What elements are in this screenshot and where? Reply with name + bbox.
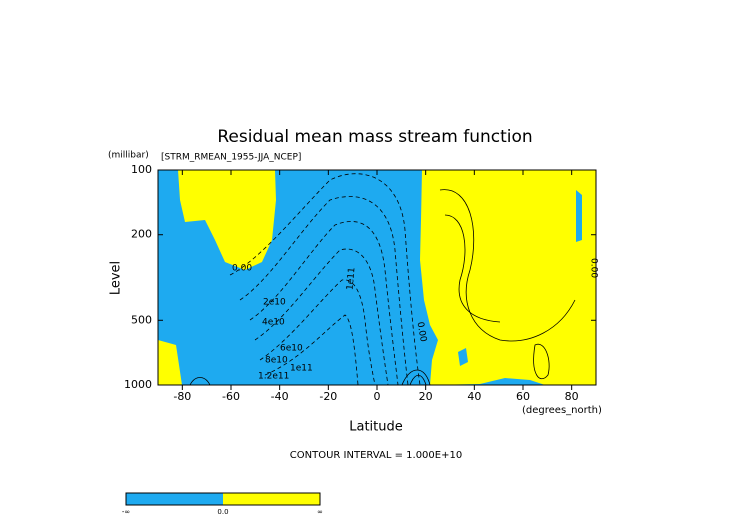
contour-label: 1e11 bbox=[290, 364, 313, 374]
contour-label: 0.00 bbox=[589, 258, 599, 278]
y-units: (millibar) bbox=[108, 151, 149, 161]
x-tick-label: -20 bbox=[319, 390, 337, 403]
positive-regions bbox=[158, 170, 596, 385]
x-tick-label: 20 bbox=[419, 390, 433, 403]
colorbar-label: 0.0 bbox=[217, 508, 228, 516]
colorbar-label: ∞ bbox=[317, 508, 323, 516]
contour-label: 6e10 bbox=[280, 344, 303, 354]
x-tick-label: 40 bbox=[467, 390, 481, 403]
colorbar-swatch bbox=[223, 493, 320, 505]
contour-label: 0.00 bbox=[232, 264, 252, 274]
y-tick-label: 100 bbox=[131, 163, 152, 176]
x-tick-label: -80 bbox=[173, 390, 191, 403]
colorbar-label: -∞ bbox=[122, 508, 130, 516]
contour-label: 8e10 bbox=[265, 356, 288, 366]
x-tick-label: 0 bbox=[374, 390, 381, 403]
y-tick-label: 200 bbox=[131, 228, 152, 241]
x-tick-label: 80 bbox=[565, 390, 579, 403]
y-tick-label: 500 bbox=[131, 313, 152, 326]
contour-label: 0.00 bbox=[415, 321, 428, 343]
x-axis-label: Latitude bbox=[349, 420, 403, 435]
y-tick-label: 1000 bbox=[124, 378, 152, 391]
y-axis-label: Level bbox=[109, 261, 124, 295]
colorbar: -∞ 0.0 ∞ bbox=[122, 492, 323, 516]
x-tick-label: -40 bbox=[271, 390, 289, 403]
x-units: (degrees_north) bbox=[522, 405, 602, 416]
contour-lines bbox=[189, 173, 576, 386]
x-tick-label: 60 bbox=[516, 390, 530, 403]
contour-label: 2e10 bbox=[263, 298, 286, 308]
contour-label: 4e10 bbox=[262, 318, 285, 328]
contour-label: 1.2e11 bbox=[258, 372, 289, 382]
colorbar-swatch bbox=[126, 493, 223, 505]
contour-label: 1e11 bbox=[346, 267, 358, 291]
colorbar-frame bbox=[125, 492, 321, 506]
subtitle: [STRM_RMEAN_1955-JJA_NCEP] bbox=[161, 153, 301, 163]
chart-title: Residual mean mass stream function bbox=[217, 127, 532, 147]
contour-interval-note: CONTOUR INTERVAL = 1.000E+10 bbox=[290, 450, 462, 461]
x-tick-label: -60 bbox=[222, 390, 240, 403]
